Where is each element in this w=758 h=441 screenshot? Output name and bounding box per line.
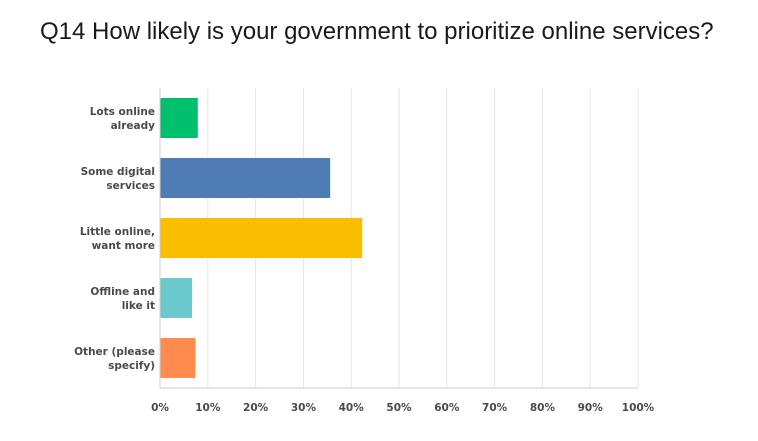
- x-tick-label: 80%: [530, 402, 556, 414]
- bar: [160, 158, 331, 198]
- x-tick-label: 30%: [291, 402, 317, 414]
- bar: [160, 98, 198, 138]
- bar: [160, 278, 193, 318]
- axes: [159, 88, 638, 389]
- x-tick-label: 50%: [386, 402, 412, 414]
- x-tick-label: 100%: [622, 402, 655, 414]
- category-label: Little online, want more: [80, 226, 155, 252]
- x-tick-label: 40%: [339, 402, 365, 414]
- x-tick-label: 10%: [195, 402, 221, 414]
- category-label: Lots online already: [90, 106, 155, 132]
- bar: [160, 338, 196, 378]
- category-label: Other (please specify): [74, 346, 155, 372]
- x-tick-label: 20%: [243, 402, 269, 414]
- x-tick-label: 70%: [482, 402, 508, 414]
- bar: [160, 218, 363, 258]
- x-tick-label: 90%: [578, 402, 604, 414]
- bars: [160, 98, 363, 378]
- tick-labels: 0% 10% 20% 30% 40% 50% 60% 70% 80% 90% 100%: [151, 402, 655, 414]
- category-labels: Lots online already Some digital services Li…: [74, 106, 155, 372]
- x-tick-label: 60%: [434, 402, 460, 414]
- x-tick-label: 0%: [151, 402, 169, 414]
- category-label: Some digital services: [81, 166, 155, 192]
- category-label: Offline and like it: [90, 286, 155, 312]
- chart-title: Q14 How likely is your government to pri…: [40, 18, 714, 45]
